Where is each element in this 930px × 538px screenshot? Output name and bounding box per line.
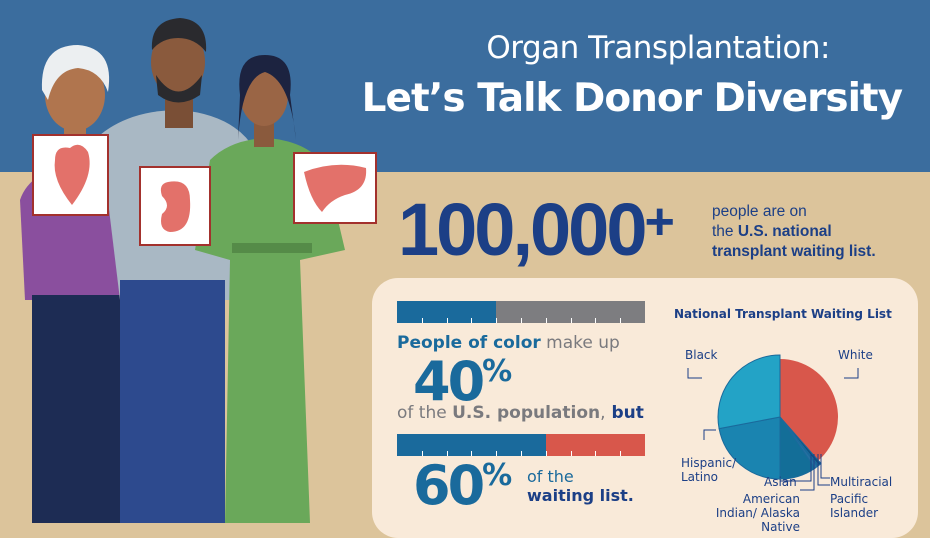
liver-icon	[304, 164, 367, 212]
bar-tick	[570, 451, 572, 456]
pie-leader-line	[820, 454, 830, 479]
kidney-icon	[160, 181, 191, 232]
people-of-color-text: People of color make up	[397, 333, 620, 353]
kidney-card	[139, 166, 211, 246]
bar-tick	[496, 451, 498, 456]
label-black: Black	[685, 348, 718, 362]
liver-card	[293, 152, 377, 224]
pie-leader-line	[687, 368, 702, 379]
label-hispanic: Hispanic/ Latino	[681, 456, 737, 484]
bar-tick	[595, 318, 597, 323]
waiting-list-text: of the waiting list.	[527, 467, 634, 505]
population-line: of the U.S. population, but	[397, 403, 644, 423]
bar-tick	[421, 451, 423, 456]
pie-leader-line	[800, 454, 815, 491]
bar-tick	[471, 318, 473, 323]
label-pacific-islander: Pacific Islander	[830, 492, 879, 520]
bar-tick	[620, 318, 622, 323]
bar-tick	[545, 318, 547, 323]
label-asian: Asian	[764, 475, 797, 489]
bar-tick	[496, 318, 498, 323]
bar-tick	[421, 318, 423, 323]
pie-leader-line	[844, 368, 859, 379]
waiting-list-pie	[687, 354, 859, 491]
pie-leader-line	[703, 429, 716, 440]
heart-card	[32, 134, 109, 216]
pie-leader-line	[780, 454, 812, 482]
bar-tick	[521, 451, 522, 456]
bar-tick	[545, 451, 547, 456]
elderly-woman-figure	[20, 45, 130, 523]
label-multiracial: Multiracial	[830, 475, 893, 489]
woman-figure	[195, 55, 345, 523]
waiting-list-bar	[397, 434, 645, 456]
pie-slice-black	[717, 354, 781, 430]
waiting-count-stat: 100,000+	[398, 188, 675, 271]
pie-title: National Transplant Waiting List	[674, 307, 892, 321]
heart-icon	[54, 144, 90, 205]
bar-tick	[620, 451, 622, 456]
bar-tick	[471, 451, 473, 456]
bar-tick	[446, 451, 448, 456]
people-illustration	[20, 18, 377, 523]
label-american-indian: American Indian/ Alaska Native	[715, 492, 800, 534]
pie-leader-line	[817, 454, 830, 486]
title-line-1: Organ Transplantation:	[486, 30, 830, 66]
bar-tick	[521, 318, 522, 323]
bar-tick	[446, 318, 448, 323]
title-line-2: Let’s Talk Donor Diversity	[361, 76, 903, 121]
population-bar	[397, 301, 645, 323]
waiting-count-description: people are on the U.S. national transpla…	[712, 203, 876, 260]
bar-tick	[570, 318, 572, 323]
waiting-list-percent: 60%	[413, 454, 512, 517]
pie-slice-hispanic-latino	[718, 416, 781, 480]
pie-slice-white	[780, 359, 838, 461]
population-percent: 40%	[413, 350, 512, 413]
bar-tick	[595, 451, 597, 456]
label-white: White	[838, 348, 873, 362]
